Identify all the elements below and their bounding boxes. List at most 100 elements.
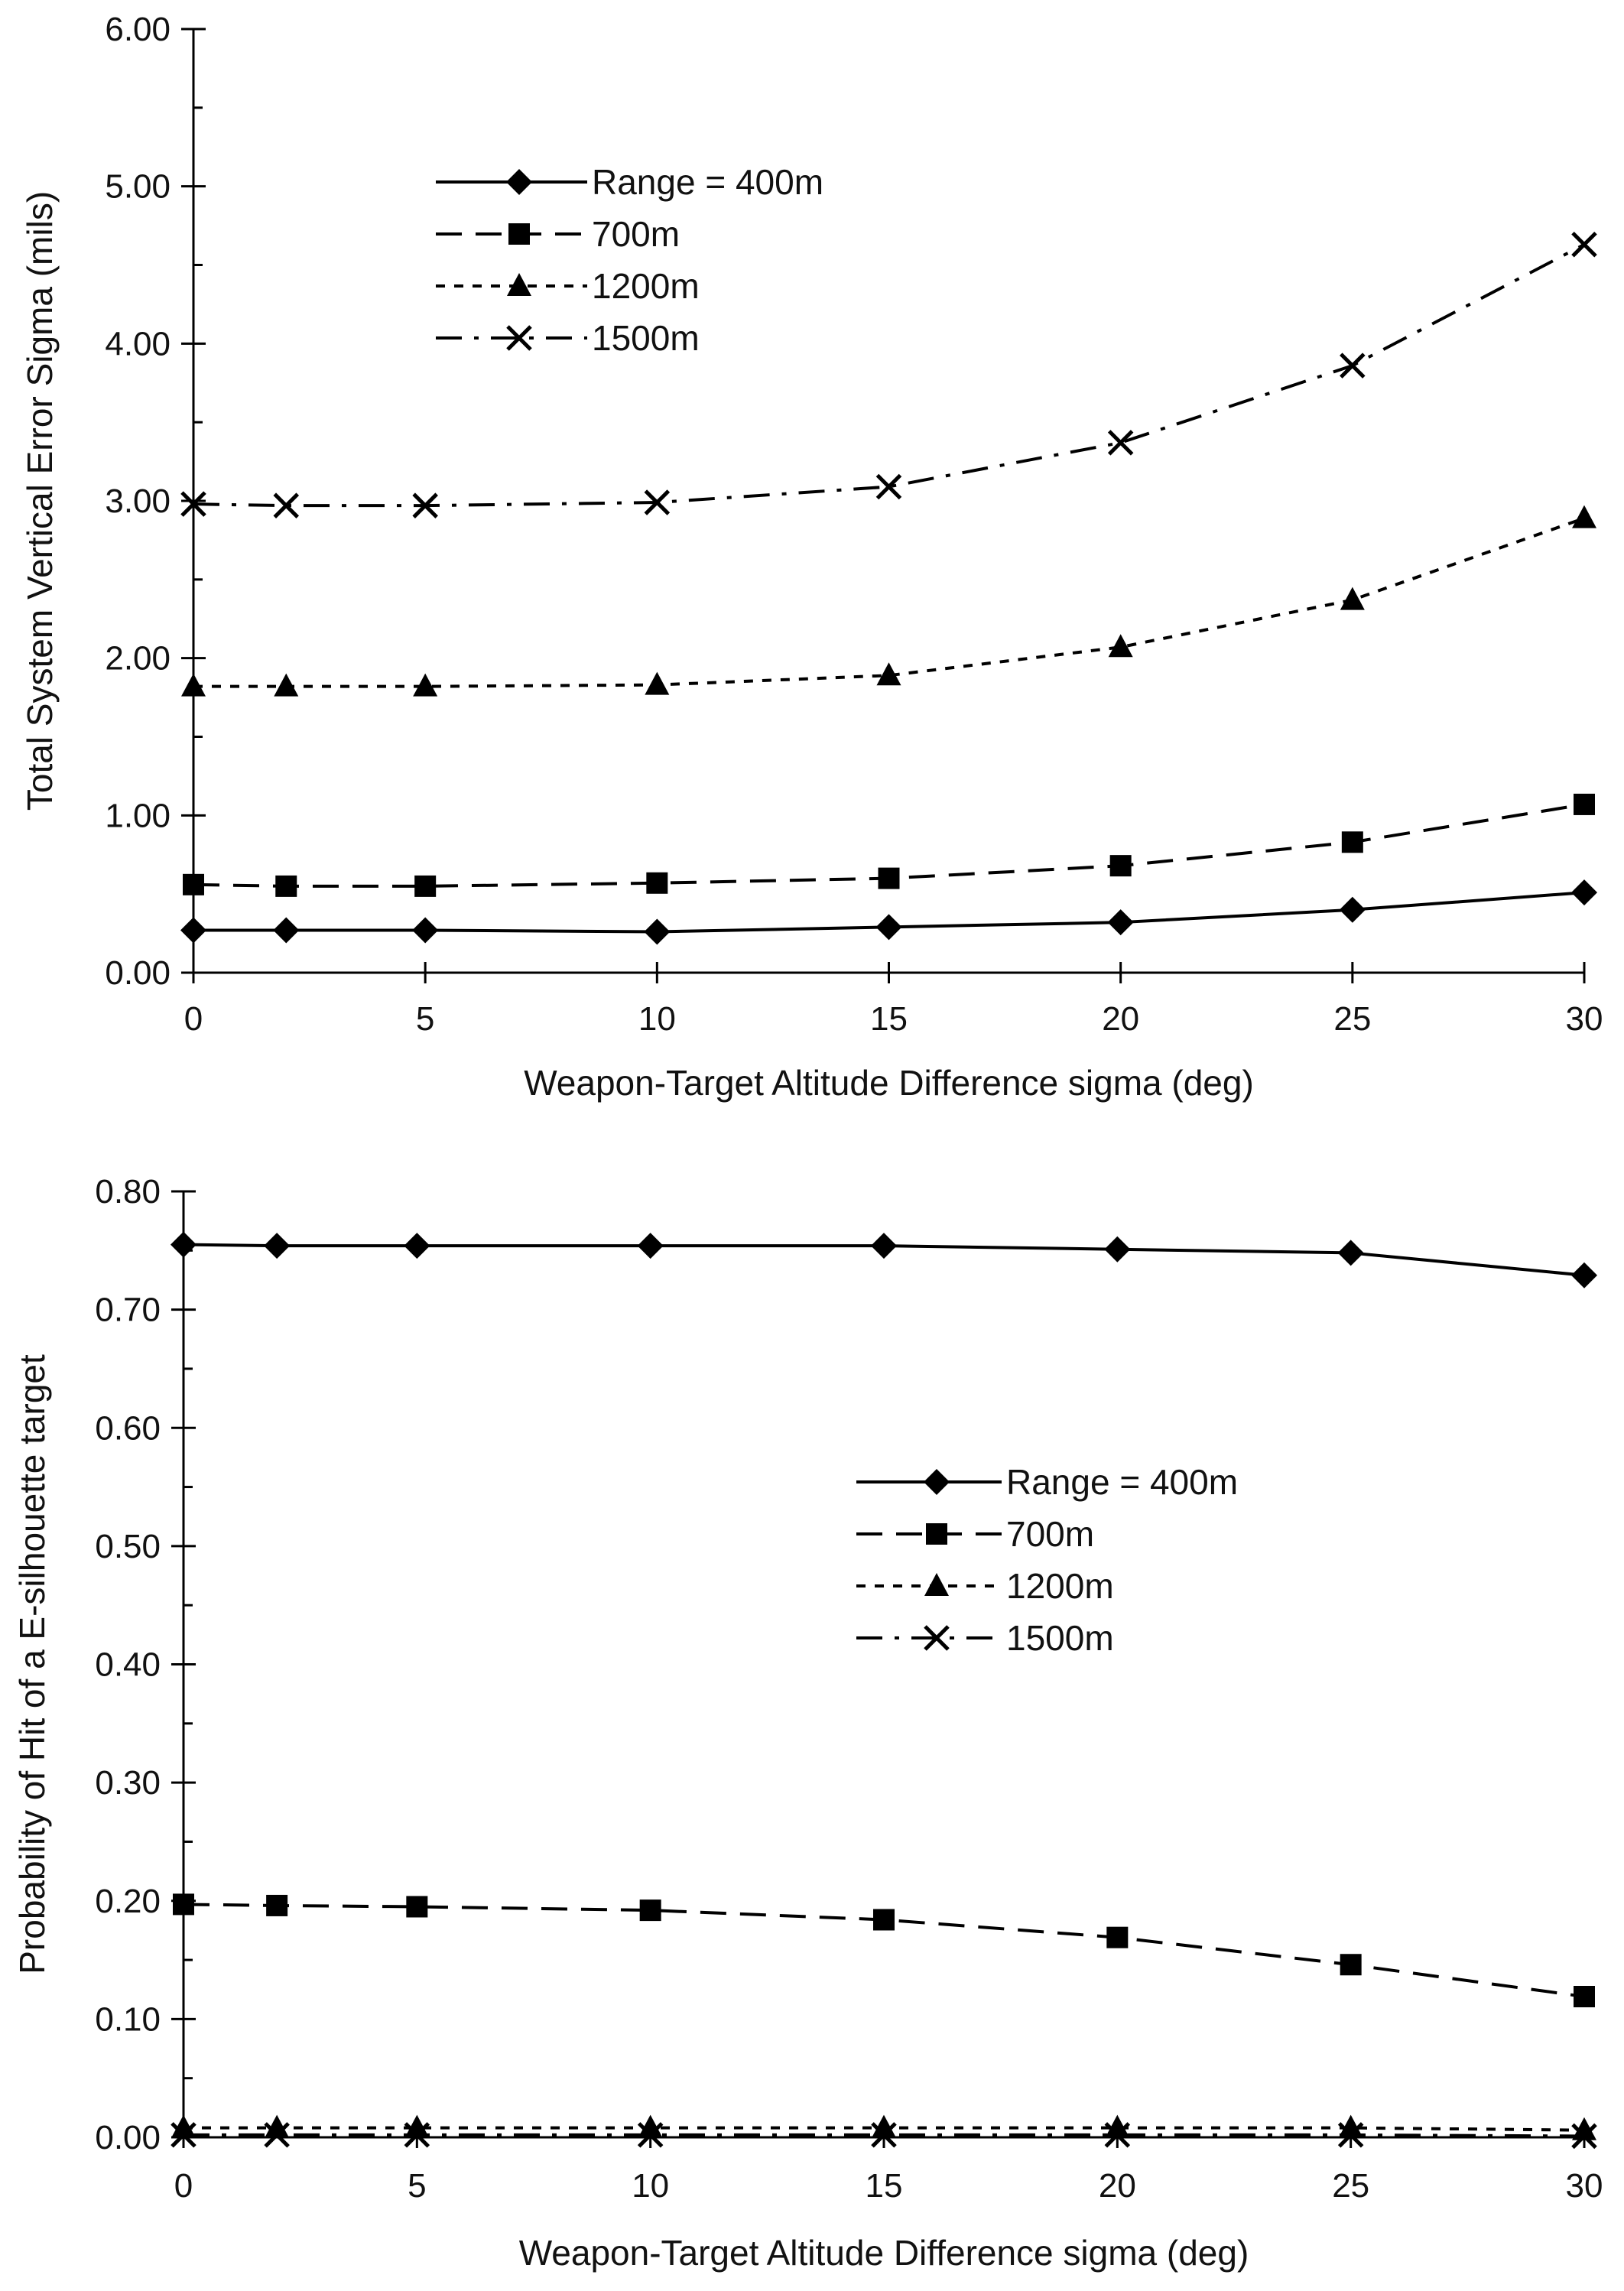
data-point	[180, 917, 206, 944]
y-tick-label: 6.00	[105, 11, 171, 48]
data-point	[1109, 855, 1132, 877]
legend-marker	[506, 325, 532, 351]
data-point	[878, 867, 900, 889]
legend: Range = 400m 700m 1200m 1500m	[436, 162, 823, 358]
data-point	[275, 875, 297, 897]
data-point	[264, 1233, 291, 1259]
data-point	[1104, 1236, 1131, 1262]
data-point	[1104, 2122, 1131, 2148]
data-point	[1105, 2114, 1130, 2138]
y-tick-label: 0.60	[95, 1409, 161, 1447]
legend-label: 700m	[1006, 1514, 1094, 1554]
data-point	[875, 914, 902, 941]
y-tick-label: 0.40	[95, 1646, 161, 1684]
legend-label: 1200m	[592, 266, 700, 306]
x-tick-label: 10	[638, 1000, 676, 1038]
data-point	[1338, 2114, 1363, 2138]
y-tick-label: 0.20	[95, 1883, 161, 1920]
data-point	[644, 489, 671, 515]
legend-marker	[508, 223, 530, 245]
data-point	[1339, 896, 1366, 923]
data-point	[181, 673, 206, 697]
x-axis-label: Weapon-Target Altitude Difference sigma …	[519, 2233, 1249, 2273]
data-point	[1572, 2117, 1596, 2140]
x-tick-label: 20	[1099, 2167, 1136, 2205]
data-point	[1572, 505, 1596, 528]
series-2	[173, 1893, 1595, 2007]
series-2	[183, 793, 1595, 897]
y-tick-label: 0.10	[95, 2000, 161, 2038]
y-tick-label: 0.80	[95, 1173, 161, 1210]
legend-marker	[924, 1625, 950, 1651]
data-point	[264, 2122, 290, 2148]
data-point	[266, 1894, 288, 1916]
legend-label: 1500m	[592, 318, 700, 358]
x-tick-label: 30	[1566, 1000, 1603, 1038]
legend-label: 700m	[592, 214, 680, 254]
x-tick-label: 15	[870, 1000, 908, 1038]
data-point	[873, 1909, 895, 1931]
data-point	[1337, 2122, 1364, 2148]
y-tick-label: 2.00	[105, 640, 171, 678]
x-tick-label: 0	[184, 1000, 203, 1038]
data-point	[406, 1896, 428, 1918]
legend-marker	[924, 1469, 950, 1495]
series-1	[180, 879, 1597, 945]
legend-label: 1500m	[1006, 1618, 1114, 1658]
data-point	[1340, 1954, 1362, 1976]
series-1	[171, 1231, 1597, 1288]
legend-marker	[507, 273, 531, 296]
series-line	[184, 2126, 1585, 2132]
data-point	[273, 492, 300, 518]
y-tick-label: 3.00	[105, 483, 171, 520]
series-line	[193, 242, 1585, 508]
data-point	[171, 2122, 197, 2148]
data-point	[265, 2114, 290, 2138]
x-tick-label: 30	[1566, 2167, 1603, 2205]
legend-label: Range = 400m	[1006, 1462, 1238, 1502]
y-tick-label: 0.50	[95, 1528, 161, 1565]
data-point	[171, 2114, 196, 2138]
data-point	[1340, 587, 1365, 610]
data-point	[1571, 1262, 1597, 1288]
data-point	[274, 673, 299, 697]
y-tick-label: 0.00	[95, 2119, 161, 2156]
data-point	[1107, 430, 1134, 456]
data-point	[1571, 2123, 1597, 2150]
legend-label: 1200m	[1006, 1566, 1114, 1606]
x-tick-label: 10	[632, 2167, 669, 2205]
chart-2: 0.00 0.10 0.20 0.30 0.40 0.50 0.60 0.70 0.80 0 5 10…	[12, 1173, 1603, 2273]
series-line	[193, 891, 1585, 934]
data-point	[273, 917, 300, 944]
data-point	[645, 671, 670, 695]
series-line	[193, 516, 1585, 688]
y-tick-label: 5.00	[105, 168, 171, 206]
data-point	[644, 918, 671, 945]
series-line	[183, 1243, 1585, 1277]
data-point	[637, 1233, 664, 1259]
data-point	[1574, 793, 1595, 815]
data-point	[1571, 879, 1597, 906]
series-3	[171, 2114, 1596, 2140]
chart-1: 0.00 1.00 2.00 3.00 4.00 5.00 6.00 0 5 10 15 20 25 30…	[20, 11, 1603, 1103]
data-point	[412, 917, 439, 944]
legend-marker	[924, 1573, 949, 1596]
data-point	[404, 2114, 430, 2138]
data-point	[404, 2122, 430, 2148]
data-point	[872, 2114, 896, 2138]
y-tick-label: 0.00	[105, 954, 171, 992]
y-tick-label: 0.30	[95, 1764, 161, 1802]
data-point	[180, 491, 206, 517]
data-point	[871, 1233, 897, 1259]
x-tick-label: 5	[408, 2167, 426, 2205]
series-4	[180, 231, 1597, 518]
data-point	[412, 492, 438, 518]
x-tick-label: 25	[1332, 2167, 1369, 2205]
y-tick-label: 4.00	[105, 325, 171, 362]
x-tick-label: 0	[174, 2167, 193, 2205]
y-axis-label: Probability of Hit of a E-silhouette tar…	[12, 1354, 52, 1974]
data-point	[1571, 231, 1597, 258]
data-point	[1107, 909, 1134, 936]
series-4	[171, 2122, 1597, 2150]
